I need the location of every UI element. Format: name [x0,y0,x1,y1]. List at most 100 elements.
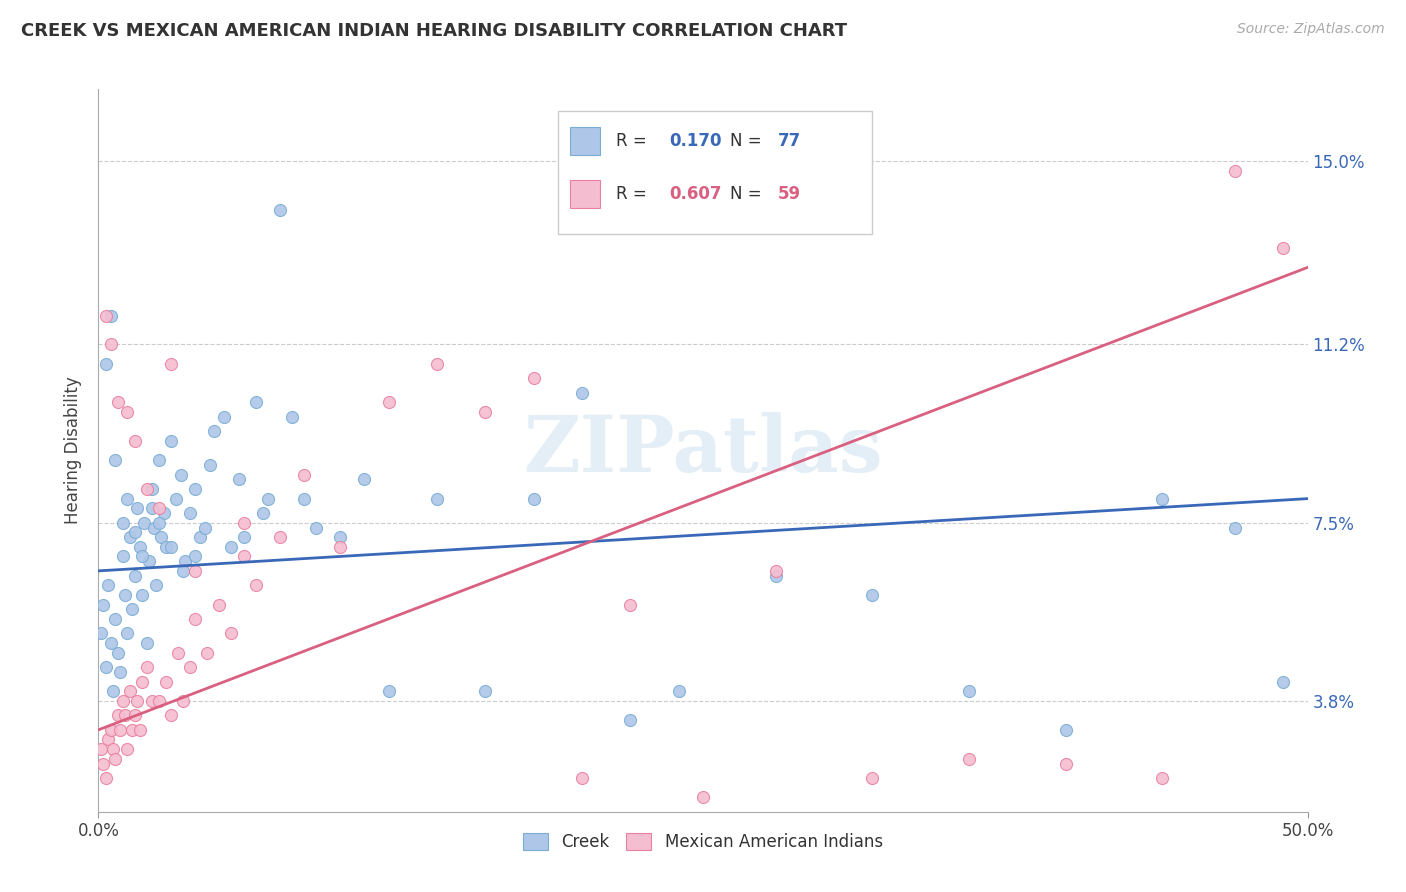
Point [619,598,641,612]
Point [208,598,231,612]
Point [692,790,714,805]
Point [245,395,267,409]
Point [221,626,243,640]
Point [377,395,399,409]
Point [1223,164,1246,178]
Point [256,491,278,506]
Point [108,723,131,737]
Point [117,491,139,506]
Point [957,684,980,698]
Point [195,646,218,660]
Point [148,501,170,516]
Bar [569,180,600,208]
Point [118,530,141,544]
Point [124,434,146,448]
Text: Source: ZipAtlas.com: Source: ZipAtlas.com [1237,22,1385,37]
Point [160,540,183,554]
Text: N =: N = [730,132,766,150]
Point [172,694,194,708]
Bar [569,128,600,155]
Point [127,501,149,516]
Point [121,723,143,737]
Point [91,756,114,771]
Point [97,578,120,592]
Point [860,771,883,785]
Point [232,530,254,544]
Point [104,453,127,467]
Text: N =: N = [730,185,766,203]
Y-axis label: Hearing Disability: Hearing Disability [65,376,83,524]
Point [141,694,163,708]
Point [204,424,226,438]
Point [141,482,163,496]
Point [221,540,243,554]
Point [292,467,315,482]
Text: 77: 77 [778,132,801,150]
Text: 59: 59 [778,185,801,203]
Point [108,665,131,679]
Point [1152,771,1174,785]
Text: CREEK VS MEXICAN AMERICAN INDIAN HEARING DISABILITY CORRELATION CHART: CREEK VS MEXICAN AMERICAN INDIAN HEARING… [21,22,848,40]
Point [155,540,177,554]
Point [107,646,129,660]
Point [174,554,197,568]
Point [134,516,156,530]
Point [124,708,146,723]
Point [329,540,352,554]
Point [292,491,315,506]
Point [1054,723,1077,737]
Point [1272,674,1295,689]
Point [127,694,149,708]
Point [860,588,883,602]
Point [148,694,170,708]
Point [94,771,117,785]
Point [160,708,183,723]
Point [101,684,124,698]
Point [152,506,174,520]
Point [198,458,221,472]
Point [107,708,129,723]
Text: 0.170: 0.170 [669,132,721,150]
Point [167,646,190,660]
Point [138,554,160,568]
Point [107,395,129,409]
Point [212,409,235,424]
Point [232,549,254,564]
Point [111,549,134,564]
Point [619,713,641,727]
Point [150,530,173,544]
Point [329,530,352,544]
Point [94,309,117,323]
Point [97,732,120,747]
Point [104,752,127,766]
Point [353,472,375,486]
Point [1223,520,1246,534]
Point [523,491,546,506]
Point [252,506,274,520]
Point [118,684,141,698]
Point [377,684,399,698]
Point [114,588,136,602]
Point [91,598,114,612]
Point [232,516,254,530]
Point [90,742,112,756]
Point [245,578,267,592]
Text: R =: R = [616,132,652,150]
Point [1272,241,1295,255]
Point [169,467,191,482]
Point [94,357,117,371]
Point [111,694,134,708]
Point [269,530,291,544]
Point [184,612,207,626]
FancyBboxPatch shape [558,111,872,234]
Point [165,491,187,506]
Point [571,771,593,785]
Text: R =: R = [616,185,652,203]
Point [305,520,328,534]
Point [128,540,150,554]
Point [179,660,201,674]
Point [121,602,143,616]
Point [269,202,291,217]
Text: ZIPatlas: ZIPatlas [523,412,883,489]
Point [100,309,122,323]
